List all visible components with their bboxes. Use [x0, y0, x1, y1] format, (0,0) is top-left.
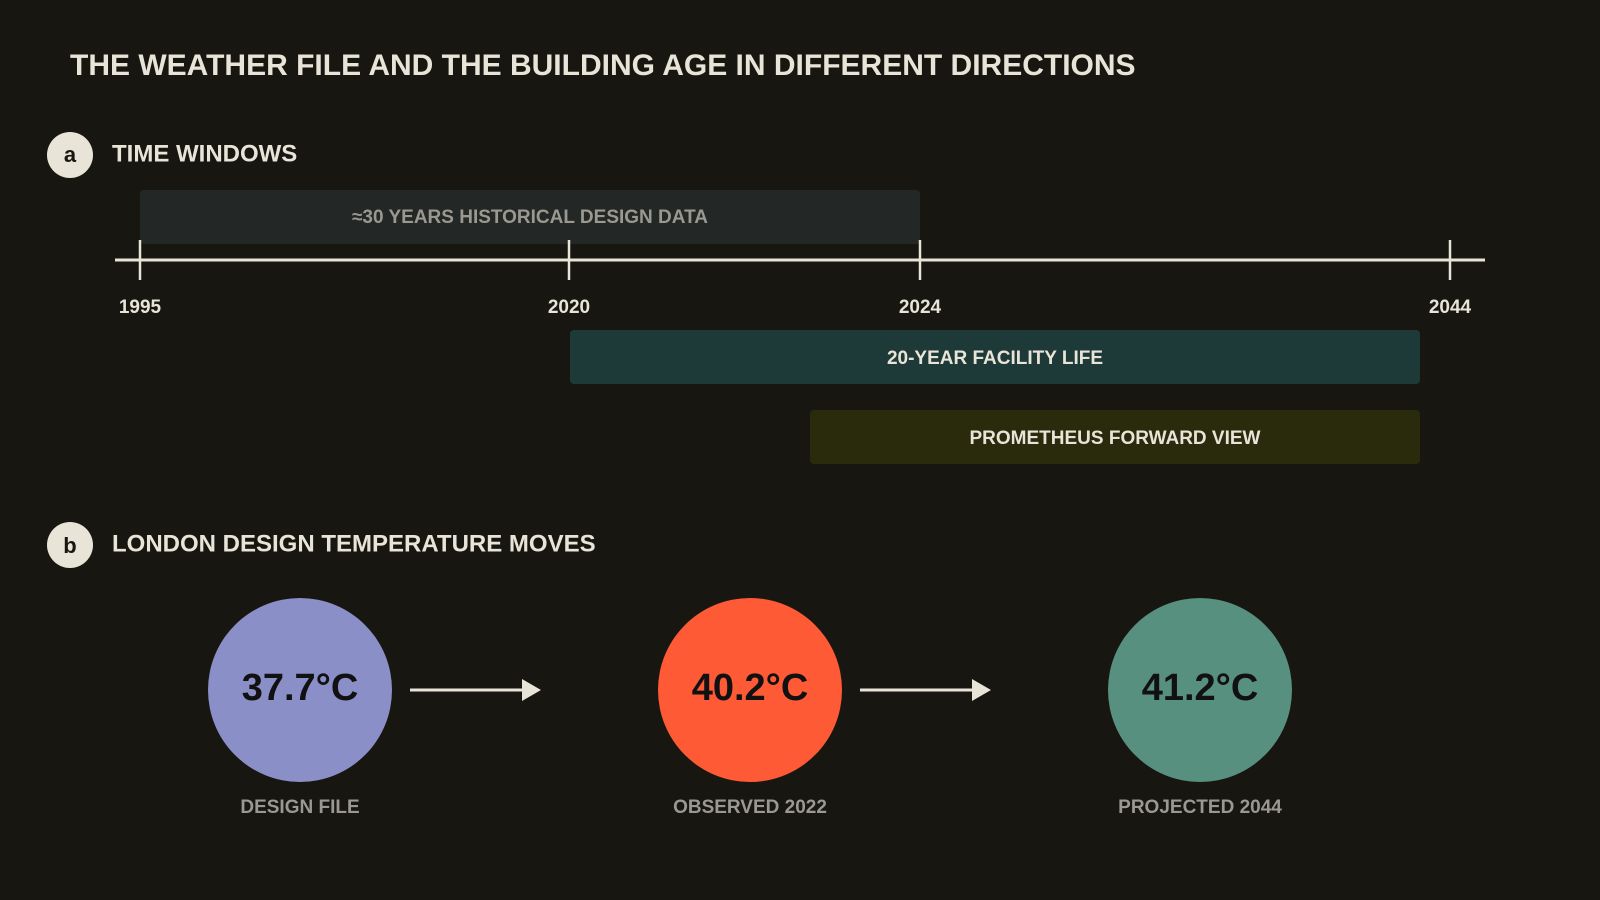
timeline-bar	[140, 190, 920, 244]
tick-label: 2024	[899, 297, 942, 318]
temperature-circle	[208, 598, 392, 782]
section-title: TIME WINDOWS	[112, 140, 297, 167]
temperature-value: 41.2°C	[1142, 667, 1259, 709]
temperature-label: OBSERVED 2022	[673, 797, 827, 818]
temperature-circle	[1108, 598, 1292, 782]
tick-label: 2020	[548, 297, 590, 318]
tick-label: 2044	[1429, 297, 1472, 318]
bar-label: PROMETHEUS FORWARD VIEW	[970, 428, 1261, 449]
badge-label: b	[63, 533, 76, 558]
badge	[47, 132, 93, 178]
badge-label: a	[64, 142, 77, 167]
bar-label: 20-YEAR FACILITY LIFE	[887, 348, 1103, 369]
temperature-label: PROJECTED 2044	[1118, 797, 1282, 818]
temperature-value: 40.2°C	[692, 667, 809, 709]
temperature-circle	[658, 598, 842, 782]
tick-label: 1995	[119, 297, 162, 318]
arrow-head	[972, 679, 991, 701]
timeline-bar	[810, 410, 1420, 464]
badge	[47, 522, 93, 568]
arrow-head	[522, 679, 541, 701]
timeline-bar	[570, 330, 1420, 384]
temperature-label: DESIGN FILE	[240, 797, 359, 818]
temperature-value: 37.7°C	[242, 667, 359, 709]
page-title: THE WEATHER FILE AND THE BUILDING AGE IN…	[70, 49, 1136, 82]
section-title: LONDON DESIGN TEMPERATURE MOVES	[112, 530, 596, 557]
bar-label: ≈30 YEARS HISTORICAL DESIGN DATA	[352, 207, 708, 228]
